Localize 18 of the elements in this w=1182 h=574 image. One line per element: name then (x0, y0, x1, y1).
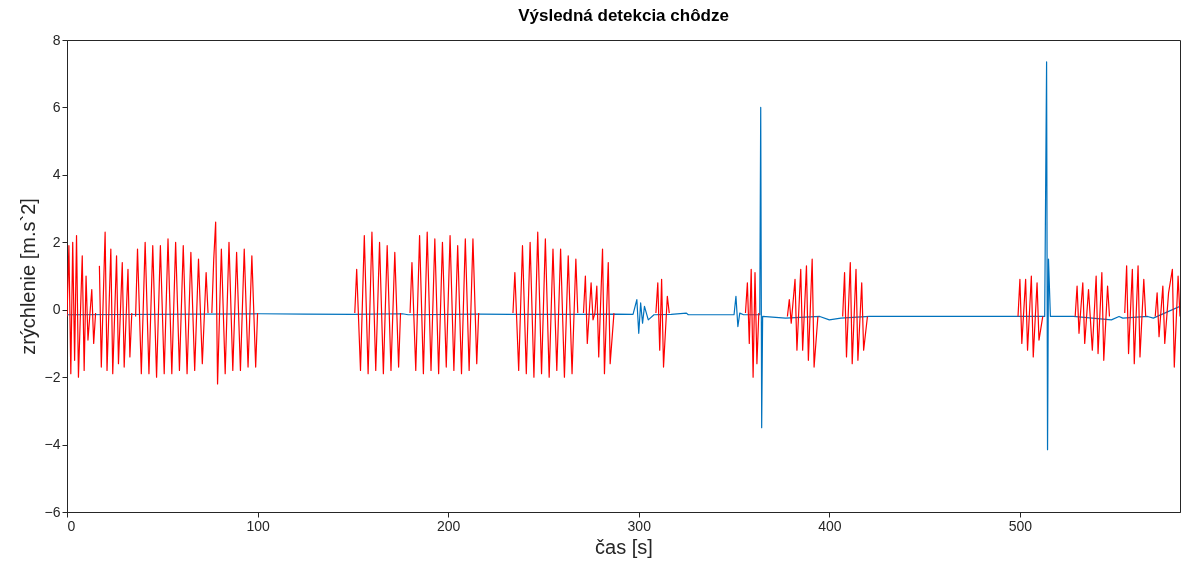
x-tick-label: 200 (436, 517, 461, 534)
y-tick-label: −6 (44, 503, 61, 520)
line-series (67, 61, 1180, 451)
y-tick-label: 2 (52, 233, 61, 250)
x-tick-label: 500 (1008, 517, 1033, 534)
y-axis-title: zrýchlenie [m.s`2] (16, 198, 39, 355)
y-tick-label: −2 (44, 368, 61, 385)
y-tick-label: 8 (52, 31, 61, 48)
chart-title: Výsledná detekcia chôdze (518, 6, 729, 25)
x-tick-label: 100 (246, 517, 270, 534)
y-tick-label: 6 (52, 98, 61, 115)
y-tick-label: −4 (44, 436, 61, 453)
x-tick-label: 300 (627, 517, 652, 534)
y-tick-label: 4 (52, 166, 61, 183)
x-tick-label: 0 (67, 517, 76, 534)
x-axis-title: čas [s] (595, 535, 653, 558)
x-tick-label: 400 (818, 517, 842, 534)
y-tick-label: 0 (52, 301, 61, 318)
